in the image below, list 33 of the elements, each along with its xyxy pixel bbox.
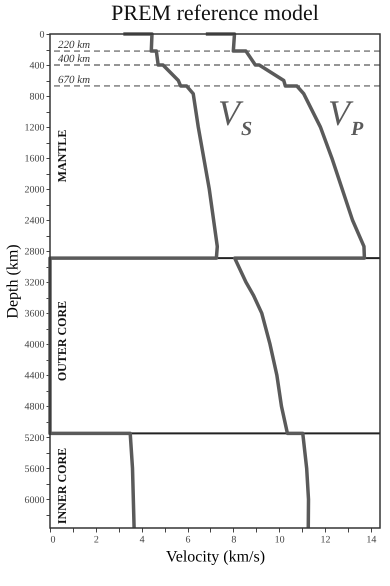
x-tick-label: 10 (274, 534, 285, 546)
y-tick-label: 5600 (24, 464, 44, 475)
x-tick-label: 12 (320, 534, 330, 546)
annotation: MANTLE (55, 130, 69, 182)
y-tick-label: 800 (30, 92, 44, 103)
y-tick-label: 400 (30, 60, 44, 72)
y-tick-label: 4400 (24, 370, 44, 382)
y-axis-title: Depth (km) (4, 244, 22, 319)
annotation: OUTER CORE (55, 300, 69, 382)
ref-line-label: 400 km (58, 53, 90, 66)
annotation: INNER CORE (55, 448, 69, 524)
x-tick-label: 0 (50, 534, 56, 546)
x-tick-label: 6 (186, 534, 190, 546)
y-tick-label: 2800 (24, 246, 44, 258)
x-tick-label: 4 (140, 534, 145, 546)
y-tick-label: 1200 (24, 122, 44, 134)
y-tick-label: 2400 (24, 216, 44, 227)
y-tick-label: 4800 (24, 402, 44, 413)
y-tick-label: 2000 (24, 184, 44, 196)
y-tick-label: 3600 (24, 308, 44, 320)
x-axis-title: Velocity (km/s) (166, 548, 266, 566)
y-tick-label: 1600 (24, 154, 44, 165)
y-tick-label: 4000 (24, 340, 44, 351)
chart-title: PREM reference model (111, 0, 319, 25)
y-tick-label: 0 (40, 30, 44, 40)
x-tick-label: 8 (231, 534, 236, 546)
x-tick-label: 2 (94, 534, 99, 546)
y-tick-label: 6000 (24, 494, 44, 506)
x-tick-label: 14 (366, 534, 376, 546)
y-tick-label: 5200 (24, 432, 44, 444)
ref-line-label: 220 km (58, 39, 90, 52)
y-tick-label: 3200 (24, 278, 44, 289)
ref-line-label: 670 km (58, 74, 90, 86)
